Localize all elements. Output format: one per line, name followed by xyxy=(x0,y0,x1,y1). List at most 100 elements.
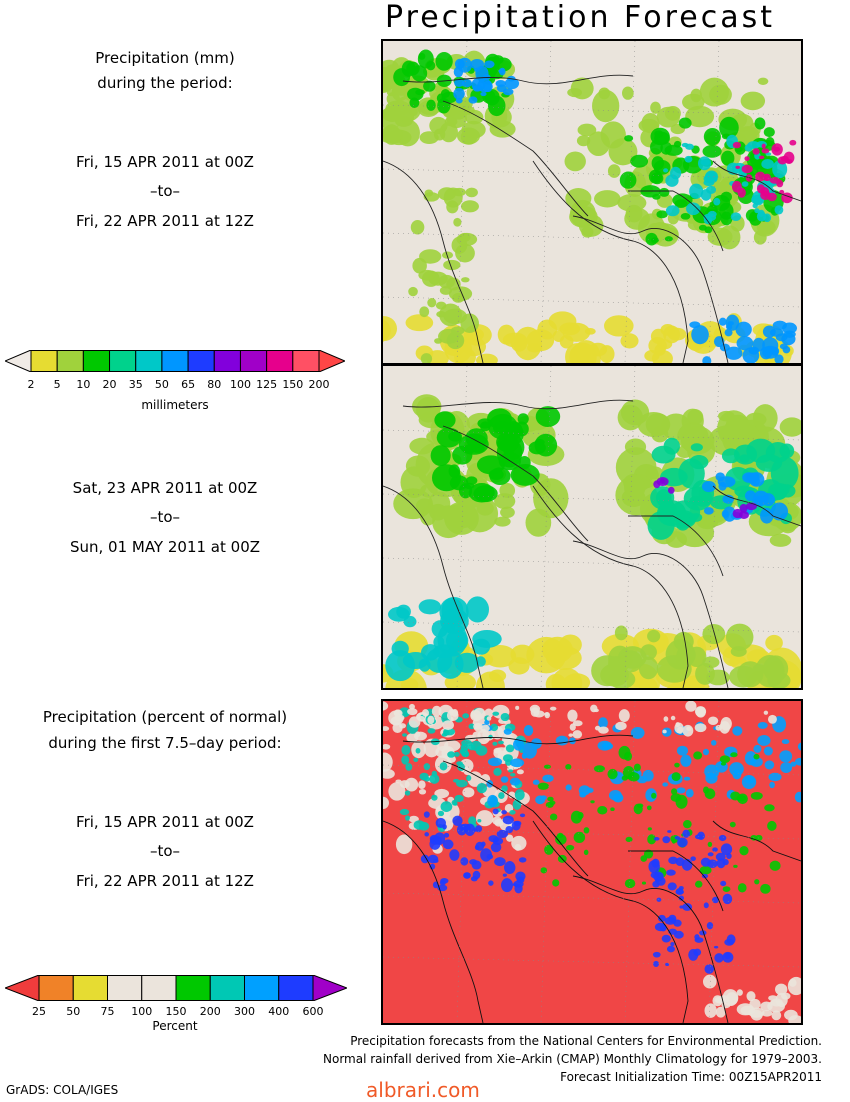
precip-cell xyxy=(462,787,475,798)
precip-cell xyxy=(647,834,657,845)
precip-cell xyxy=(697,156,712,171)
precip-cell xyxy=(689,513,703,522)
precip-cell xyxy=(453,778,460,783)
colorbar-swatch xyxy=(292,350,320,372)
precip-cell xyxy=(568,733,574,737)
precip-cell xyxy=(479,421,491,432)
precip-cell xyxy=(552,879,560,887)
precip-cell xyxy=(433,128,446,141)
precip-cell xyxy=(713,336,725,348)
precip-cell xyxy=(651,792,657,799)
precip-cell xyxy=(744,490,756,502)
precip-cell xyxy=(763,746,773,756)
panel2-start-date: Sat, 23 APR 2011 at 00Z xyxy=(72,479,258,497)
precip-cell xyxy=(443,832,450,838)
colorbar-percent-unit: Percent xyxy=(152,1019,198,1033)
precip-cell xyxy=(671,772,681,782)
colorbar-mm-ticks: 2 5 10 20 35 50 65 80 100 125 150 200 xyxy=(5,378,345,392)
precip-cell xyxy=(512,799,522,810)
precip-cell xyxy=(739,846,749,856)
precip-cell xyxy=(618,650,643,673)
precip-cell xyxy=(690,443,703,452)
precip-cell xyxy=(665,531,688,548)
precip-cell xyxy=(788,1015,801,1023)
precip-cell xyxy=(435,51,453,71)
precip-cell xyxy=(604,315,634,337)
precip-cell xyxy=(693,948,702,956)
precip-cell xyxy=(712,847,718,852)
precip-cell xyxy=(648,859,660,874)
precip-cell xyxy=(418,788,427,795)
precip-cell xyxy=(577,812,584,820)
precip-cell xyxy=(488,880,494,886)
precip-cell xyxy=(646,805,652,811)
precip-cell xyxy=(722,886,731,892)
precip-cell xyxy=(755,655,785,688)
colorbar-swatch xyxy=(187,350,215,372)
precip-cell xyxy=(721,150,735,166)
precip-cell xyxy=(670,793,682,802)
precip-cell xyxy=(593,765,605,773)
precip-cell xyxy=(418,269,436,281)
precip-cell xyxy=(497,324,516,345)
colorbar-tick-label: 75 xyxy=(100,1005,115,1018)
precip-cell xyxy=(726,934,736,945)
precip-cell xyxy=(435,301,447,310)
precip-cell xyxy=(706,922,714,930)
precip-cell xyxy=(713,945,719,949)
precip-cell xyxy=(702,748,710,756)
precip-cell xyxy=(500,776,509,783)
precip-cell xyxy=(677,837,688,848)
precip-cell xyxy=(558,634,582,655)
precip-cell xyxy=(516,769,524,775)
precip-cell xyxy=(487,794,498,808)
precip-cell xyxy=(615,721,627,731)
precip-cell xyxy=(770,998,783,1007)
page-title: Precipitation Forecast xyxy=(385,0,775,35)
colorbar-tick-label: 2 xyxy=(27,378,35,391)
precip-cell xyxy=(439,879,446,886)
precip-cell xyxy=(701,480,716,493)
precip-cell xyxy=(707,227,733,246)
precip-cell xyxy=(407,708,418,716)
precip-cell xyxy=(500,506,515,519)
precip-cell xyxy=(581,226,594,238)
coastlines xyxy=(383,74,801,363)
precip-cell xyxy=(551,668,583,688)
precip-cell xyxy=(702,974,717,989)
coastline-path xyxy=(383,820,484,1023)
precip-cell xyxy=(419,249,442,264)
map-week2-graphic xyxy=(383,366,801,688)
precip-cell xyxy=(725,623,754,651)
precip-cell xyxy=(721,448,740,464)
colorbar-tick-label: 600 xyxy=(302,1005,324,1018)
precip-cell xyxy=(444,116,458,127)
panel3-heading-1: Precipitation (percent of normal) xyxy=(42,708,288,726)
precip-cell xyxy=(600,121,626,149)
precip-cell xyxy=(773,146,781,152)
precip-cell xyxy=(685,701,697,712)
precip-cell xyxy=(548,311,577,331)
precip-cell xyxy=(753,230,767,245)
precip-cell xyxy=(702,145,722,158)
panel3-end-date: Fri, 22 APR 2011 at 12Z xyxy=(76,872,254,890)
precip-cell xyxy=(760,186,770,197)
colorbar-swatch xyxy=(278,975,314,1001)
precip-cell xyxy=(720,762,727,766)
precip-cell xyxy=(662,782,668,787)
precip-cell xyxy=(622,86,634,100)
precip-cell xyxy=(442,720,454,730)
graticule-line xyxy=(383,892,801,904)
precip-cell xyxy=(564,151,586,172)
precip-cell xyxy=(650,222,671,239)
precip-cell xyxy=(624,878,636,889)
precip-cell xyxy=(772,160,788,179)
precip-cell xyxy=(383,752,393,772)
precip-cell xyxy=(769,176,781,184)
precip-cell xyxy=(607,164,621,178)
precip-cell xyxy=(715,1006,726,1018)
precip-cell xyxy=(519,813,526,818)
coastline-path xyxy=(628,850,724,912)
precip-cell xyxy=(641,112,660,134)
precip-cell xyxy=(713,197,721,206)
